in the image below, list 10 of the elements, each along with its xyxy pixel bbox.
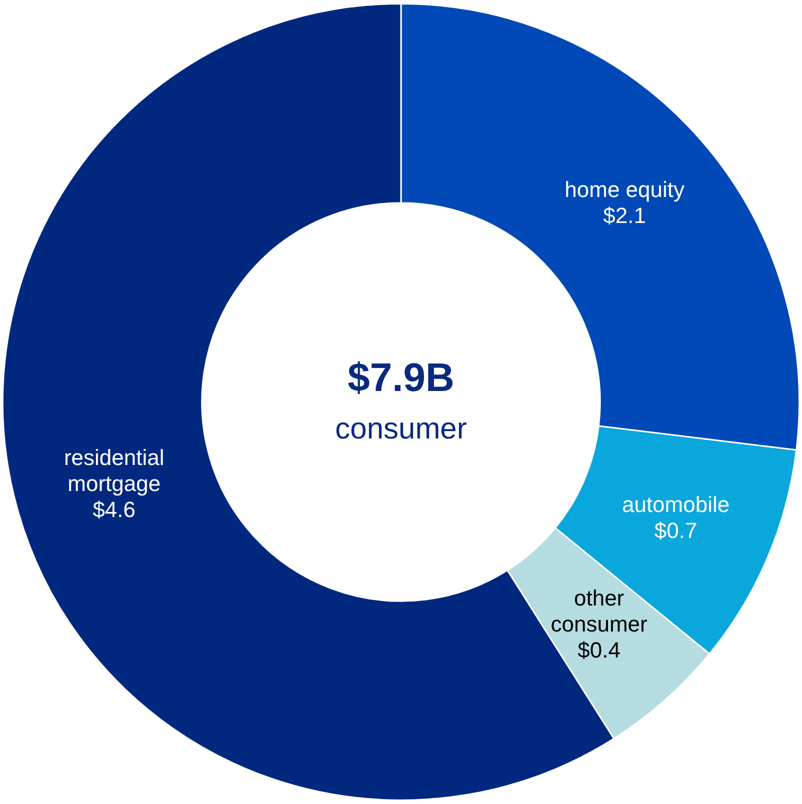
slice-label: other consumer (550, 586, 648, 637)
data-label: $4.6 (92, 497, 136, 522)
text: $7.9B (348, 356, 454, 400)
slice-label: residential mortgage (64, 445, 164, 496)
data-label: $2.1 (603, 202, 646, 228)
slice-label: home equity (564, 176, 684, 202)
data-label: $0.7 (654, 518, 698, 544)
text: consumer (335, 412, 467, 446)
slice-label: automobile (622, 492, 730, 518)
data-label: $0.4 (578, 638, 620, 663)
